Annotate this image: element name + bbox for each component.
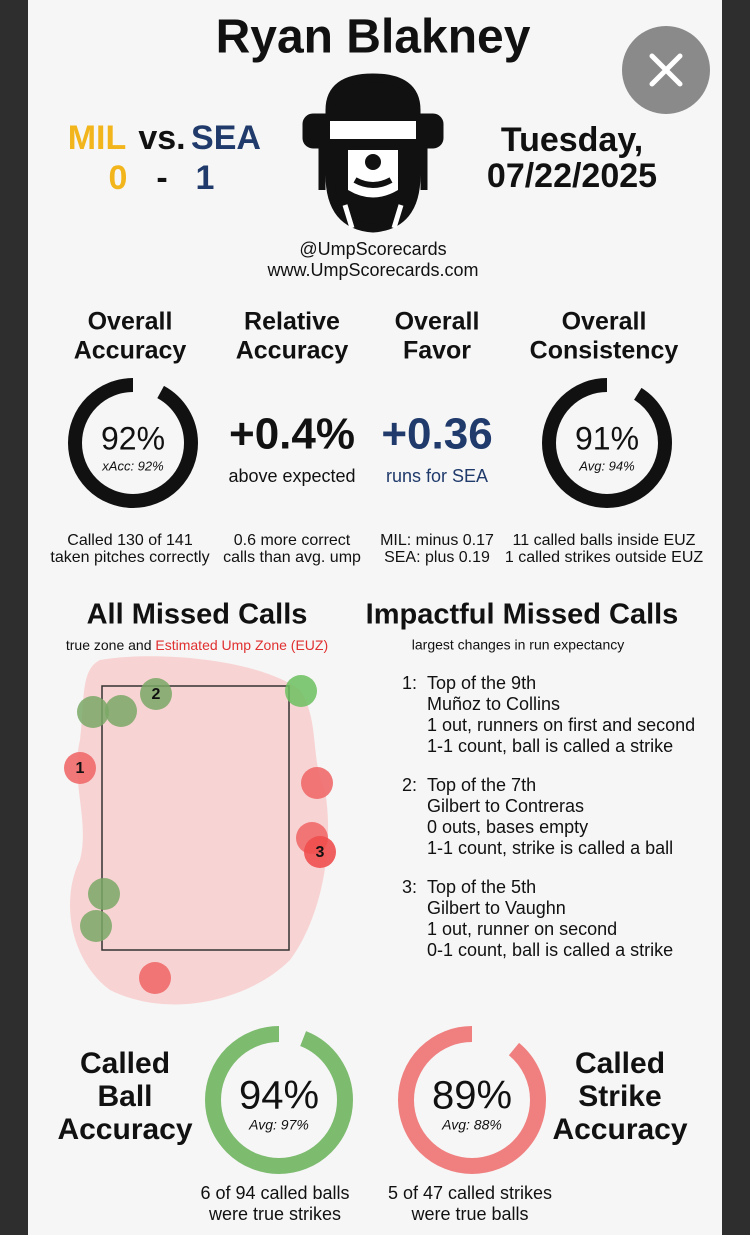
donut-arc xyxy=(205,1026,353,1174)
accuracy-note: 5 of 47 called strikes xyxy=(388,1183,552,1203)
metric-note: 0.6 more correct xyxy=(234,532,351,549)
away-team: MIL xyxy=(68,119,127,157)
section-title: All Missed Calls xyxy=(87,599,308,631)
item-line: 0 outs, bases empty xyxy=(427,817,588,837)
accuracy-title: Called xyxy=(80,1047,170,1080)
date: Tuesday, xyxy=(501,121,643,159)
donut-value: 92% xyxy=(101,420,165,456)
date: 07/22/2025 xyxy=(487,157,657,195)
missed-strike xyxy=(64,752,96,784)
missed-ball xyxy=(80,910,112,942)
metric-title: Overall xyxy=(395,308,480,336)
mask-icon xyxy=(302,73,444,233)
donut-sub: xAcc: 92% xyxy=(101,458,163,473)
item-line: 1-1 count, ball is called a strike xyxy=(427,736,673,756)
title: Ryan Blakney xyxy=(216,11,531,64)
accuracy-title: Strike xyxy=(578,1080,661,1113)
accuracy-note: were true strikes xyxy=(208,1204,341,1224)
donut-arc xyxy=(542,378,672,508)
close-icon[interactable] xyxy=(649,53,683,87)
missed-strike xyxy=(139,962,171,994)
section-title: Impactful Missed Calls xyxy=(366,599,679,631)
away-score: 0 xyxy=(109,159,128,197)
home-team: SEA xyxy=(191,119,261,157)
item-line: 1 out, runners on first and second xyxy=(427,715,695,735)
missed-ball xyxy=(105,695,137,727)
item-line: 0-1 count, ball is called a strike xyxy=(427,940,673,960)
item-line: Muñoz to Collins xyxy=(427,694,560,714)
missed-ball xyxy=(88,878,120,910)
missed-pitches xyxy=(64,675,336,994)
donut-arc xyxy=(398,1026,546,1174)
relative-sub: above expected xyxy=(228,466,355,486)
donut-sub: Avg: 94% xyxy=(578,458,634,473)
missed-strike xyxy=(304,836,336,868)
item-number: 1: xyxy=(402,673,417,693)
euz-area xyxy=(70,656,329,1005)
metric-note: 11 called balls inside EUZ xyxy=(513,532,696,549)
metric-note: taken pitches correctly xyxy=(50,549,209,566)
accuracy-title: Accuracy xyxy=(57,1113,192,1146)
strike-zone xyxy=(101,685,290,951)
pitch-marker: 3 xyxy=(316,844,325,861)
item-number: 2: xyxy=(402,775,417,795)
item-line: 1-1 count, strike is called a ball xyxy=(427,838,673,858)
item-line: 1 out, runner on second xyxy=(427,919,617,939)
metric-note: calls than avg. ump xyxy=(223,549,361,566)
metric-title: Overall xyxy=(88,308,173,336)
donut-sub: Avg: 88% xyxy=(441,1117,502,1133)
donut-value: 91% xyxy=(575,420,639,456)
missed-ball xyxy=(77,696,109,728)
close-button[interactable] xyxy=(622,26,710,114)
accuracy-title: Called xyxy=(575,1047,665,1080)
accuracy-title: Accuracy xyxy=(552,1113,687,1146)
donut-sub: Avg: 97% xyxy=(248,1117,309,1133)
website: www.UmpScorecards.com xyxy=(266,260,478,280)
favor-sub: runs for SEA xyxy=(386,466,488,486)
accuracy-note: 6 of 94 called balls xyxy=(200,1183,349,1203)
missed-ball xyxy=(140,678,172,710)
pitch-marker: 1 xyxy=(76,760,85,777)
metric-note: MIL: minus 0.17 xyxy=(380,532,494,549)
handle: @UmpScorecards xyxy=(299,239,446,259)
home-score: 1 xyxy=(196,159,215,197)
item-line: Top of the 7th xyxy=(427,775,536,795)
favor-value: +0.36 xyxy=(381,410,492,459)
item-line: Gilbert to Vaughn xyxy=(427,898,566,918)
metric-note: Called 130 of 141 xyxy=(67,532,193,549)
relative-value: +0.4% xyxy=(229,410,355,459)
item-line: Top of the 9th xyxy=(427,673,536,693)
metric-title: Consistency xyxy=(530,337,679,365)
missed-strike xyxy=(301,767,333,799)
item-line: Gilbert to Contreras xyxy=(427,796,584,816)
accuracy-note: were true balls xyxy=(410,1204,528,1224)
metric-note: SEA: plus 0.19 xyxy=(384,549,490,566)
metric-title: Accuracy xyxy=(74,337,187,365)
accuracy-title: Ball xyxy=(97,1080,152,1113)
metric-title: Accuracy xyxy=(236,337,349,365)
dash: - xyxy=(156,159,167,197)
missed-ball xyxy=(285,675,317,707)
metric-title: Overall xyxy=(562,308,647,336)
metric-note: 1 called strikes outside EUZ xyxy=(505,549,704,566)
item-number: 3: xyxy=(402,877,417,897)
metric-title: Favor xyxy=(403,337,471,365)
subtitle-a: true zone and xyxy=(66,637,152,653)
vs: vs. xyxy=(138,119,185,157)
missed-subtitle: true zone and Estimated Ump Zone (EUZ) xyxy=(66,637,328,653)
donut-value: 94% xyxy=(239,1074,319,1118)
item-line: Top of the 5th xyxy=(427,877,536,897)
donut-value: 89% xyxy=(432,1074,512,1118)
subtitle-b: Estimated Ump Zone (EUZ) xyxy=(155,637,328,653)
section-subtitle: largest changes in run expectancy xyxy=(412,637,624,653)
pitch-marker: 2 xyxy=(152,686,161,703)
metric-title: Relative xyxy=(244,308,340,336)
donut-arc xyxy=(68,378,198,508)
